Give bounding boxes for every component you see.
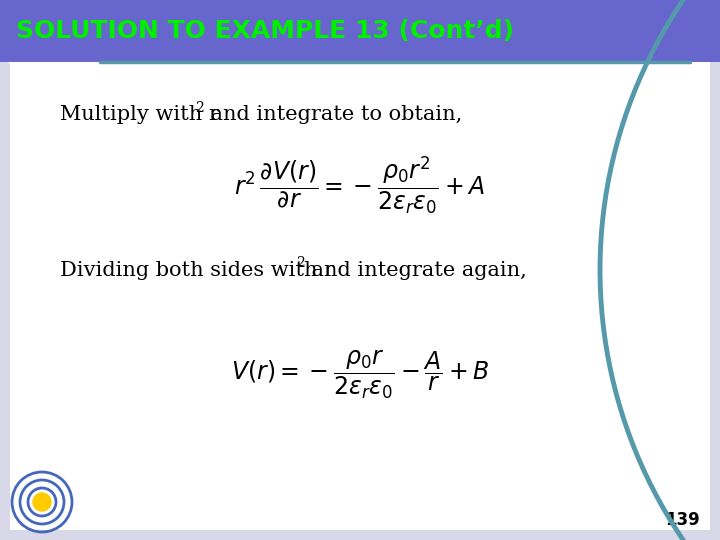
Text: $V(r) = -\dfrac{\rho_0 r}{2\varepsilon_r \varepsilon_0} - \dfrac{A}{r} + B$: $V(r) = -\dfrac{\rho_0 r}{2\varepsilon_r… <box>231 349 489 401</box>
Circle shape <box>33 493 51 511</box>
FancyBboxPatch shape <box>10 62 710 530</box>
Text: 2: 2 <box>296 256 305 270</box>
Text: SOLUTION TO EXAMPLE 13 (Cont’d): SOLUTION TO EXAMPLE 13 (Cont’d) <box>16 19 514 43</box>
Text: Dividing both sides with r: Dividing both sides with r <box>60 260 334 280</box>
FancyBboxPatch shape <box>0 0 720 62</box>
Text: and integrate again,: and integrate again, <box>305 260 527 280</box>
Text: 139: 139 <box>665 511 700 529</box>
Text: 2: 2 <box>195 101 204 115</box>
Text: $r^{2}\,\dfrac{\partial V(r)}{\partial r} = -\dfrac{\rho_0 r^{2}}{2\varepsilon_r: $r^{2}\,\dfrac{\partial V(r)}{\partial r… <box>235 154 485 216</box>
Text: Multiply with r: Multiply with r <box>60 105 219 125</box>
Text: and integrate to obtain,: and integrate to obtain, <box>204 105 462 125</box>
